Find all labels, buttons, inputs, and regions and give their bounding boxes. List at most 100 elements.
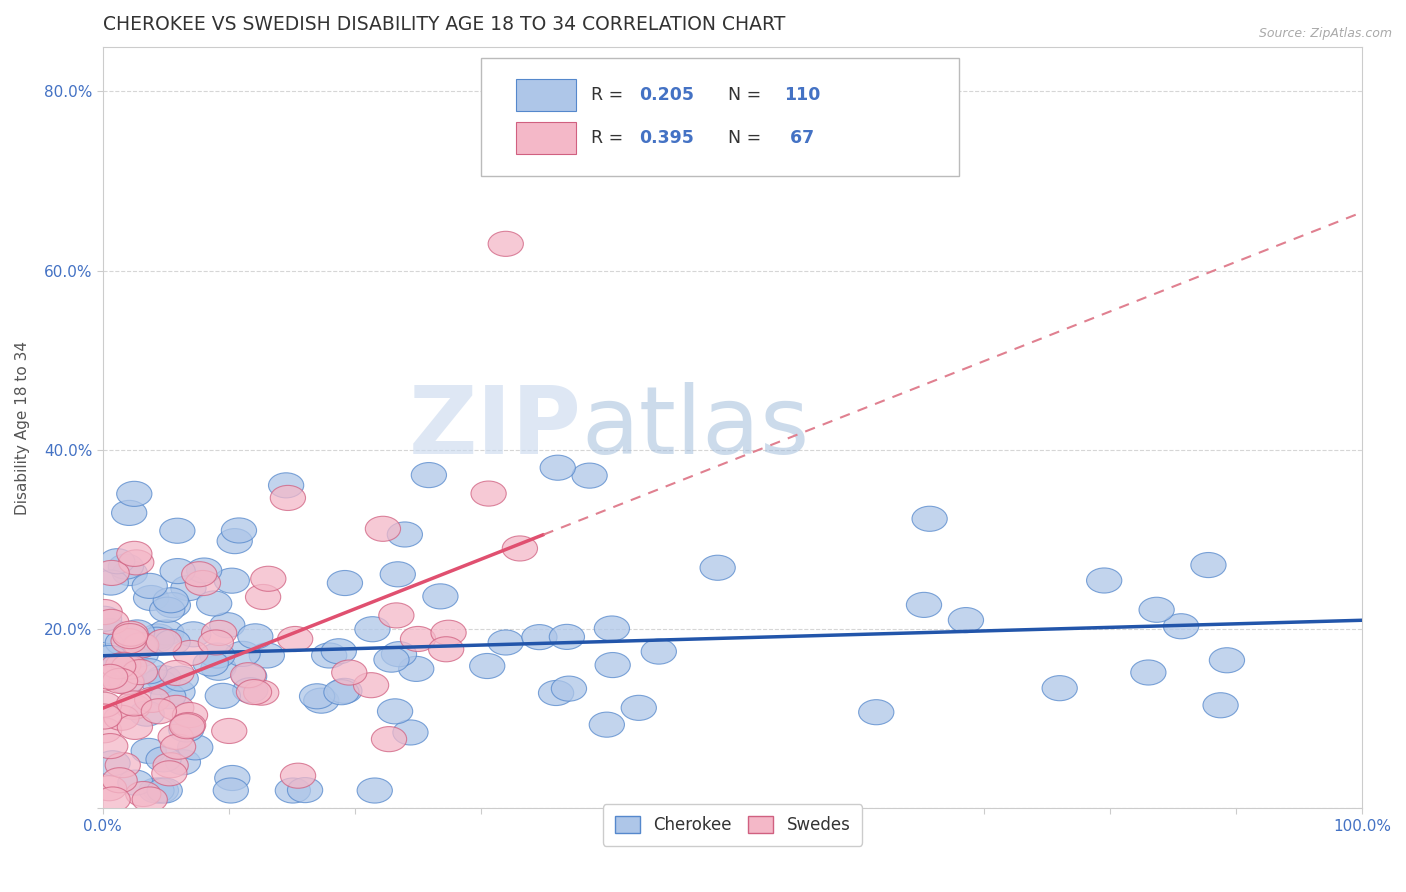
Ellipse shape [321, 639, 357, 664]
Ellipse shape [170, 713, 205, 738]
Ellipse shape [270, 485, 305, 510]
Ellipse shape [96, 787, 131, 812]
Text: 0.395: 0.395 [640, 129, 695, 147]
Legend: Cherokee, Swedes: Cherokee, Swedes [603, 805, 862, 846]
Ellipse shape [1209, 648, 1244, 673]
Ellipse shape [93, 618, 128, 644]
Text: N =: N = [717, 86, 768, 103]
Ellipse shape [87, 599, 122, 624]
Ellipse shape [135, 688, 170, 713]
Ellipse shape [149, 597, 184, 623]
Ellipse shape [430, 620, 467, 645]
Ellipse shape [160, 558, 195, 583]
Ellipse shape [249, 643, 284, 668]
Ellipse shape [250, 566, 285, 591]
Ellipse shape [86, 692, 122, 717]
Ellipse shape [948, 607, 984, 632]
Ellipse shape [94, 560, 129, 585]
Ellipse shape [700, 555, 735, 581]
Ellipse shape [105, 630, 141, 656]
Ellipse shape [173, 703, 208, 728]
Ellipse shape [374, 647, 409, 673]
Ellipse shape [173, 640, 208, 665]
Ellipse shape [160, 679, 195, 705]
Ellipse shape [471, 481, 506, 506]
Ellipse shape [907, 592, 942, 617]
Text: atlas: atlas [581, 382, 810, 474]
Ellipse shape [122, 659, 157, 685]
Ellipse shape [540, 455, 575, 480]
Text: ZIP: ZIP [408, 382, 581, 474]
Ellipse shape [392, 720, 427, 745]
Ellipse shape [380, 562, 415, 587]
Ellipse shape [94, 609, 129, 634]
Ellipse shape [169, 714, 205, 739]
Ellipse shape [105, 753, 141, 778]
Ellipse shape [132, 658, 167, 684]
Ellipse shape [1087, 568, 1122, 593]
Ellipse shape [551, 676, 586, 701]
Ellipse shape [87, 645, 122, 670]
Ellipse shape [86, 704, 122, 729]
Ellipse shape [100, 549, 135, 574]
Ellipse shape [104, 706, 139, 731]
Ellipse shape [1204, 693, 1239, 718]
Ellipse shape [124, 641, 159, 667]
Ellipse shape [323, 680, 359, 705]
Ellipse shape [470, 654, 505, 679]
Ellipse shape [595, 616, 630, 641]
Ellipse shape [90, 661, 127, 686]
Ellipse shape [146, 747, 181, 772]
Ellipse shape [125, 781, 160, 806]
Ellipse shape [87, 666, 122, 691]
Ellipse shape [353, 673, 388, 698]
Ellipse shape [105, 652, 141, 677]
Ellipse shape [377, 698, 413, 724]
Ellipse shape [112, 560, 148, 586]
Y-axis label: Disability Age 18 to 34: Disability Age 18 to 34 [15, 341, 30, 515]
Ellipse shape [357, 778, 392, 803]
Ellipse shape [93, 570, 128, 595]
Ellipse shape [177, 735, 212, 760]
Ellipse shape [129, 701, 165, 726]
Ellipse shape [328, 571, 363, 596]
Ellipse shape [246, 584, 281, 609]
Ellipse shape [155, 630, 190, 655]
Ellipse shape [411, 463, 447, 488]
Ellipse shape [110, 668, 145, 693]
Ellipse shape [193, 651, 228, 676]
Ellipse shape [111, 654, 146, 679]
Ellipse shape [387, 522, 422, 547]
Ellipse shape [131, 739, 166, 764]
Ellipse shape [401, 626, 436, 651]
Ellipse shape [209, 613, 245, 638]
Ellipse shape [163, 666, 198, 691]
Ellipse shape [111, 629, 146, 654]
Ellipse shape [589, 712, 624, 737]
FancyBboxPatch shape [516, 78, 576, 111]
Ellipse shape [155, 592, 190, 617]
Ellipse shape [91, 776, 127, 801]
Ellipse shape [225, 641, 260, 666]
Ellipse shape [399, 657, 434, 681]
Ellipse shape [120, 620, 155, 645]
Ellipse shape [160, 734, 195, 759]
Ellipse shape [132, 787, 167, 812]
Ellipse shape [488, 630, 523, 655]
Ellipse shape [236, 680, 271, 705]
Ellipse shape [186, 571, 221, 596]
Ellipse shape [287, 778, 323, 803]
Ellipse shape [146, 665, 181, 690]
Text: N =: N = [717, 129, 768, 147]
Ellipse shape [538, 681, 574, 706]
Ellipse shape [326, 678, 361, 704]
Ellipse shape [139, 778, 174, 803]
Ellipse shape [198, 630, 233, 655]
Ellipse shape [117, 482, 152, 507]
Ellipse shape [91, 646, 128, 671]
Ellipse shape [354, 616, 389, 641]
Ellipse shape [522, 624, 557, 649]
Ellipse shape [86, 607, 122, 632]
Ellipse shape [141, 698, 177, 723]
Ellipse shape [201, 620, 236, 646]
